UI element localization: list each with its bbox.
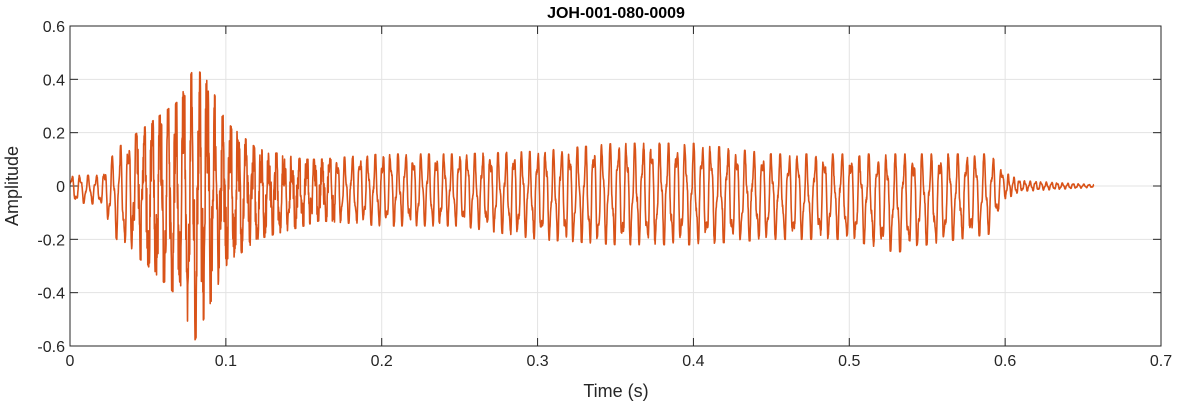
y-tick-label: 0.4 [43,72,65,89]
x-tick-label: 0.2 [371,353,393,370]
x-tick-label: 0.3 [526,353,548,370]
x-tick-label: 0.1 [215,353,237,370]
y-tick-label: 0.2 [43,126,65,143]
y-tick-label: 0.6 [43,19,65,36]
y-tick-label: -0.4 [37,286,65,303]
x-tick-label: 0.7 [1150,353,1172,370]
y-axis-label: Amplitude [2,146,22,226]
x-tick-label: 0.6 [994,353,1016,370]
x-tick-label: 0.5 [838,353,860,370]
y-tick-label: -0.2 [37,232,65,249]
series-line-waveform [70,71,1095,341]
x-tick-label: 0.4 [682,353,704,370]
y-tick-label: 0 [56,179,65,196]
x-tick-label: 0 [66,353,75,370]
x-axis-label: Time (s) [583,381,648,401]
y-tick-label: -0.6 [37,339,65,356]
y-axis-ticks: -0.6 -0.4 -0.2 0 0.2 0.4 0.6 [37,19,1161,356]
chart-title: JOH-001-080-0009 [547,5,685,22]
plot-frame [69,25,1162,347]
